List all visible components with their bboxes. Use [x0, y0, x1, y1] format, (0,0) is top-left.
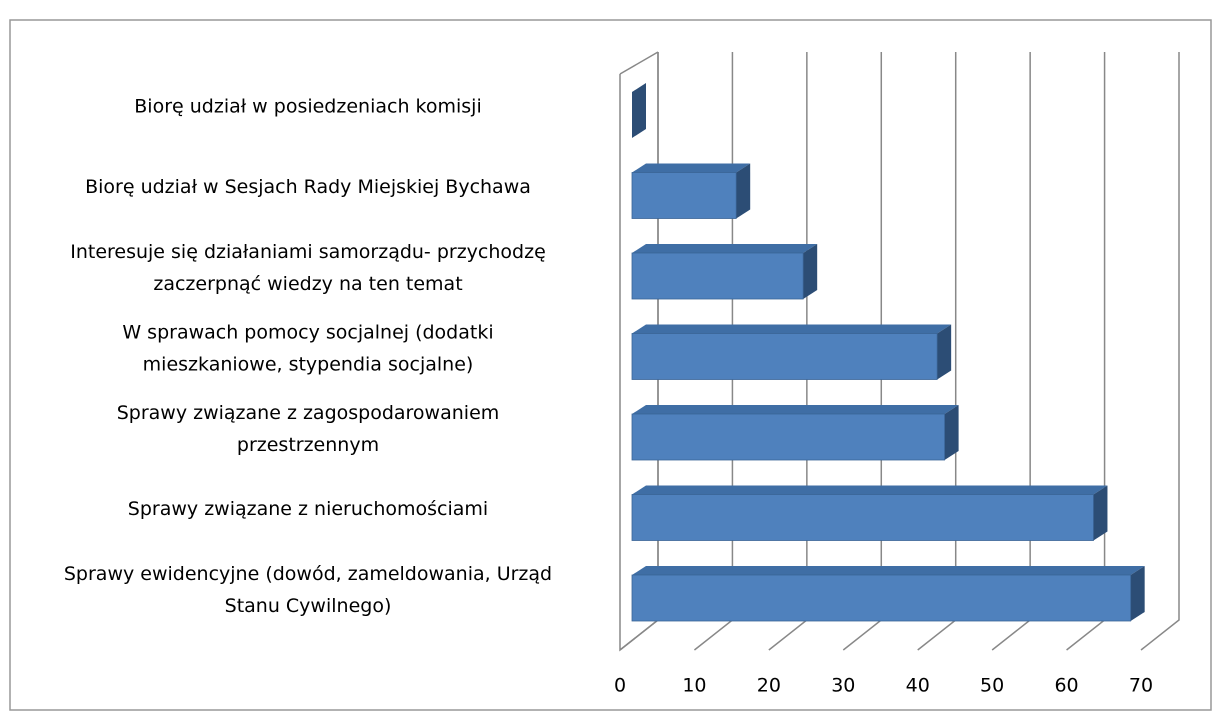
- y-tick-label: Biorę udział w Sesjach Rady Miejskiej By…: [85, 176, 531, 198]
- x-tick-label: 40: [906, 675, 930, 697]
- y-tick-label: Sprawy ewidencyjne (dowód, zameldowania,…: [64, 563, 552, 617]
- x-tick-label: 50: [980, 675, 1004, 697]
- bar-side: [937, 324, 952, 380]
- bar-top: [632, 405, 959, 414]
- y-tick-label: Interesuje się działaniami samorządu- pr…: [70, 241, 546, 295]
- x-tick-label: 0: [614, 675, 626, 697]
- grid-line: [1066, 52, 1106, 651]
- bar: [631, 172, 737, 219]
- grid-line: [991, 52, 1031, 651]
- side-wall-top: [619, 51, 659, 75]
- bar: [631, 252, 804, 300]
- bar-top: [632, 324, 952, 334]
- bar-side: [1093, 485, 1108, 541]
- bar: [631, 333, 938, 380]
- y-tick-label: W sprawach pomocy socjalnej (dodatki mies…: [122, 321, 493, 375]
- x-tick-label: 70: [1129, 675, 1153, 697]
- y-tick-label: Sprawy związane z zagospodarowaniem przes…: [117, 402, 500, 456]
- bar-side: [1130, 566, 1145, 621]
- bar-side: [803, 244, 818, 299]
- x-tick-label: 30: [831, 675, 855, 697]
- bar-side: [632, 83, 646, 138]
- bar-side: [944, 405, 959, 460]
- x-tick-label: 10: [682, 675, 706, 697]
- x-tick-label: 60: [1054, 675, 1078, 697]
- x-tick-label: 20: [757, 675, 781, 697]
- grid-line: [1140, 52, 1180, 651]
- bar-top: [632, 485, 1108, 495]
- y-tick-label: Sprawy związane z nieruchomościami: [128, 498, 488, 520]
- y-tick-label: Biorę udział w posiedzeniach komisji: [134, 96, 481, 118]
- bar: [631, 413, 946, 461]
- bar: [631, 494, 1094, 541]
- bar-top: [632, 566, 1145, 575]
- bar-top: [632, 163, 751, 173]
- bar-top: [632, 244, 818, 253]
- bar: [631, 574, 1132, 622]
- bar-side: [736, 163, 751, 219]
- chart-frame: [9, 19, 1212, 711]
